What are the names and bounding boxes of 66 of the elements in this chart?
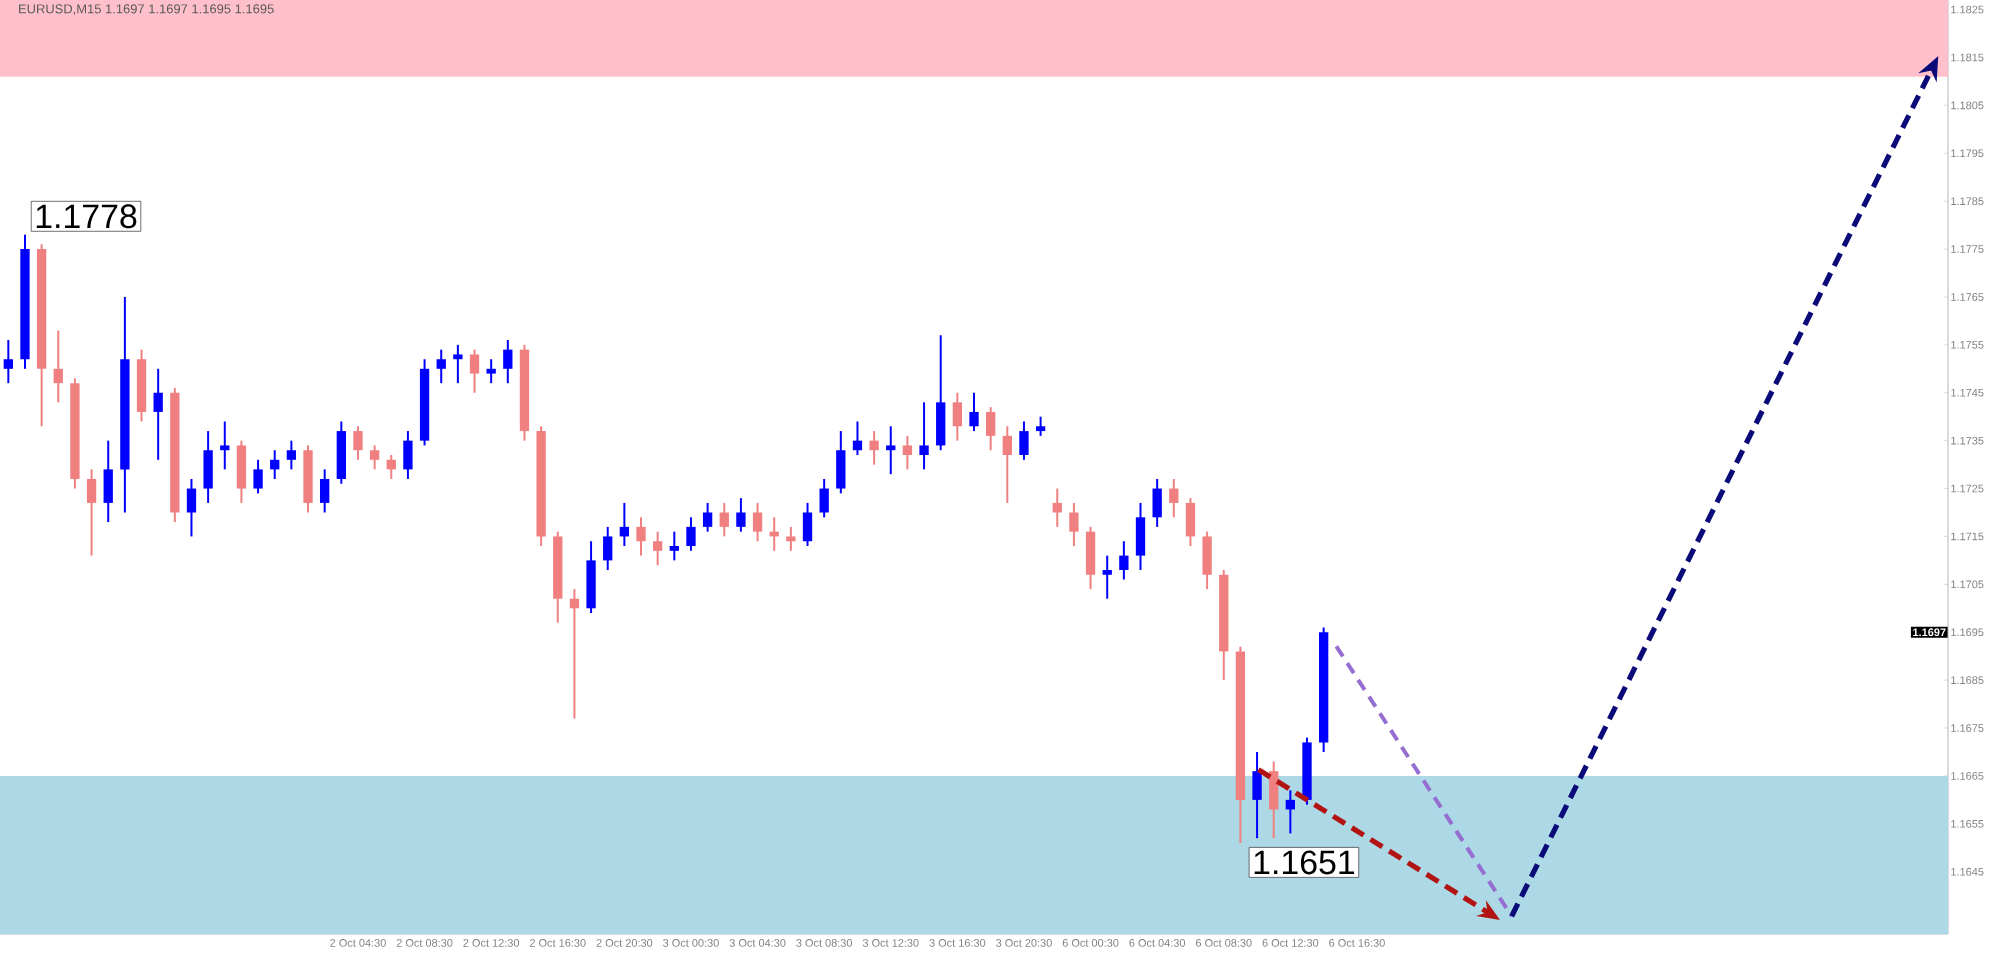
candlestick: [936, 334, 946, 452]
candlestick: [836, 430, 846, 495]
candlestick: [220, 420, 230, 471]
candlestick: [486, 358, 496, 385]
candlestick: [403, 430, 413, 480]
candlestick: [103, 439, 113, 524]
candlestick: [453, 343, 463, 385]
candlestick: [752, 501, 763, 543]
candlestick: [203, 430, 213, 504]
candlestick: [819, 477, 829, 519]
candlestick: [902, 434, 913, 471]
candlestick: [1135, 501, 1146, 571]
candlestick: [253, 458, 263, 495]
candlestick: [569, 588, 580, 720]
candlestick: [320, 468, 330, 514]
candlestick: [686, 516, 696, 552]
candlestick: [802, 501, 813, 548]
annotation: 1.1778: [36, 204, 137, 229]
candlestick: [886, 425, 896, 476]
candlestick: [236, 439, 247, 504]
candlestick: [1085, 525, 1096, 591]
candlestick: [369, 444, 380, 471]
candlestick: [952, 391, 963, 442]
candlestick: [986, 406, 996, 452]
candlestick: [619, 501, 630, 548]
candlestick: [919, 401, 929, 471]
candlestick: [53, 329, 63, 404]
candlestick: [503, 339, 513, 385]
annotation: 1.1651: [1254, 850, 1355, 875]
candlestick: [353, 425, 363, 461]
candlestick: [436, 348, 446, 385]
candlestick: [386, 454, 396, 480]
candlestick: [669, 530, 679, 562]
candlestick: [86, 468, 97, 557]
candlestick: [653, 530, 663, 567]
candlestick: [3, 339, 13, 385]
candlestick: [1119, 540, 1129, 581]
candlestick: [186, 477, 197, 538]
candlestick: [636, 516, 646, 557]
candlestick: [1269, 760, 1279, 840]
candlestick: [270, 449, 280, 480]
candlestick: [736, 497, 746, 533]
candlestick: [1185, 497, 1196, 548]
candlestick: [586, 540, 596, 615]
candlestick: [1285, 789, 1296, 835]
candlestick: [969, 391, 979, 433]
candlestick: [1052, 487, 1062, 528]
candlestick: [852, 420, 863, 457]
candlestick: [1152, 477, 1162, 528]
candlestick: [1002, 425, 1012, 504]
candlestick: [1202, 530, 1212, 591]
candlestick: [786, 525, 796, 552]
candlestick: [1035, 415, 1046, 437]
candlestick: [1019, 420, 1029, 461]
candlestick: [1169, 477, 1179, 519]
candlestick: [286, 439, 297, 471]
candlestick: [719, 501, 729, 538]
candlestick: [336, 420, 346, 485]
candlestick: [1252, 750, 1262, 840]
candlestick: [1102, 554, 1112, 600]
candlestick: [1069, 501, 1079, 548]
candlestick: [603, 525, 613, 571]
candlestick: [153, 367, 163, 461]
candlestick: [869, 430, 879, 466]
candlestick: [469, 348, 480, 394]
candlestick: [702, 501, 713, 533]
